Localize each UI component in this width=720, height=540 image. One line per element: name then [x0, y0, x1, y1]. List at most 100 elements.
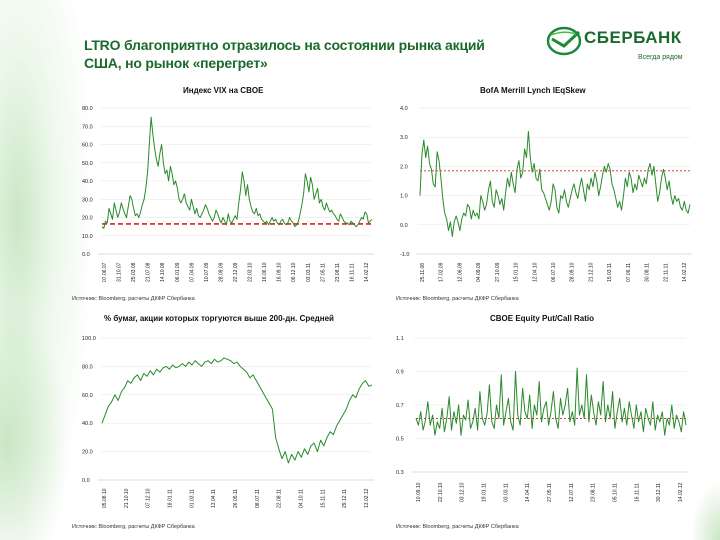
x-tick-label: 03.12.10 — [460, 482, 466, 502]
chart-vix-plot: 0.0 10.0 20.0 30.0 40.0 50.0 60.0 70.0 80.0 07.06… — [82, 106, 374, 282]
x-tick-label: 07.06.07 — [102, 262, 108, 282]
y-tick-label: 60.0 — [82, 393, 93, 399]
x-tick-label: 15.03.11 — [607, 263, 613, 282]
x-tick-label: 17.02.09 — [439, 262, 445, 282]
series-line — [101, 357, 373, 464]
x-tick-label: 28.09.10 — [570, 262, 576, 282]
x-tick-label: 16.11.11 — [634, 483, 640, 502]
x-tick-label: 06.01.09 — [175, 262, 181, 282]
x-tick-label: 16.09.10 — [277, 262, 283, 282]
y-tick-label: 0.7 — [396, 403, 404, 409]
logo-slogan: Всегда рядом — [638, 54, 683, 61]
background-glow-lower — [0, 300, 70, 540]
x-tick-label: 12.06.09 — [457, 262, 463, 282]
series-line — [419, 130, 691, 237]
x-tick-label: 29.12.11 — [342, 489, 348, 508]
x-tick-label: 07.12.10 — [146, 488, 152, 508]
slide-title: LTRO благоприятно отразилось на состояни… — [84, 37, 485, 71]
chart-ieqskew: BofA Merrill Lynch IEqSkew -1.0 0.0 1.0 2.0… — [396, 84, 698, 306]
x-tick-label: 15.01.10 — [514, 262, 520, 282]
x-tick-label: 27.05.11 — [547, 483, 553, 502]
series-line — [101, 116, 373, 229]
y-tick-label: 30.0 — [82, 197, 93, 203]
chart-source: Источник: Bloomberg, расчеты ДКФР Сберба… — [396, 296, 519, 302]
y-tick-label: 80.0 — [82, 364, 93, 370]
x-tick-label: 30.08.11 — [645, 263, 651, 282]
y-tick-label: 0.0 — [400, 223, 408, 229]
x-tick-label: 18.01.11 — [168, 489, 174, 508]
x-tick-label: 10.09.10 — [416, 482, 422, 502]
x-tick-label: 07.04.09 — [189, 262, 195, 282]
x-tick-label: 01.03.11 — [189, 489, 195, 508]
x-tick-label: 14.02.12 — [678, 482, 684, 502]
y-tick-label: 10.0 — [82, 234, 93, 240]
x-tick-label: 14.02.12 — [364, 262, 370, 282]
x-tick-label: 27.05.11 — [320, 263, 326, 282]
x-tick-label: 23.08.11 — [591, 483, 597, 502]
x-tick-label: 22.12.09 — [233, 262, 239, 282]
x-tick-label: 12.07.11 — [569, 483, 575, 502]
series-line — [415, 367, 687, 436]
y-tick-label: 0.9 — [396, 370, 404, 376]
y-tick-label: 60.0 — [82, 143, 93, 149]
x-tick-label: 07.06.11 — [626, 263, 632, 282]
y-tick-label: 0.0 — [82, 478, 90, 484]
x-tick-label: 25.11.08 — [420, 263, 426, 282]
logo-wordmark: СБЕРБАНК — [584, 28, 682, 47]
chart-vix: Индекс VIX на CBOE 0.0 10.0 20.0 30.0 40.0 50… — [72, 84, 378, 306]
chart-title: BofA Merrill Lynch IEqSkew — [480, 86, 586, 95]
x-tick-label: 31.10.07 — [117, 262, 123, 282]
x-tick-label: 22.10.10 — [438, 482, 444, 502]
y-tick-label: 0.3 — [396, 470, 404, 476]
chart-source: Источник: Bloomberg, расчеты ДКФР Сберба… — [72, 524, 195, 530]
y-tick-label: 1.0 — [400, 194, 408, 200]
x-tick-label: 19.01.11 — [482, 483, 488, 502]
x-tick-label: 14.10.08 — [160, 262, 166, 282]
x-tick-label: 13.04.11 — [211, 489, 217, 508]
x-tick-label: 04.09.09 — [476, 262, 482, 282]
x-tick-label: 26.05.11 — [233, 489, 239, 508]
x-tick-label: 22.03.10 — [248, 262, 254, 282]
y-tick-label: 2.0 — [400, 164, 408, 170]
x-tick-label: 22.08.11 — [277, 489, 283, 508]
x-tick-label: 30.12.11 — [656, 483, 662, 502]
x-tick-label: 06.07.10 — [551, 262, 557, 282]
y-tick-label: 40.0 — [82, 421, 93, 427]
sberbank-logo-icon — [546, 26, 582, 56]
x-tick-label: 12.04.10 — [532, 262, 538, 282]
background-corner — [690, 480, 720, 540]
y-tick-label: 20.0 — [82, 450, 93, 456]
chart-title: CBOE Equity Put/Call Ratio — [490, 314, 595, 323]
x-tick-label: 28.09.09 — [218, 262, 224, 282]
y-tick-label: 3.0 — [400, 135, 408, 141]
chart-ieqskew-plot: -1.0 0.0 1.0 2.0 3.0 4.0 25.11.08 17.02.09 12.06… — [400, 106, 692, 282]
x-tick-label: 14.04.11 — [525, 483, 531, 502]
y-tick-label: 80.0 — [82, 106, 93, 112]
x-tick-label: 21.10.10 — [124, 488, 130, 508]
x-tick-label: 08.07.11 — [255, 489, 261, 508]
x-tick-label: 06.12.10 — [291, 262, 297, 282]
y-tick-label: 50.0 — [82, 161, 93, 167]
y-tick-label: -1.0 — [400, 252, 409, 258]
x-tick-label: 14.02.12 — [682, 262, 688, 282]
chart-source: Источник: Bloomberg, расчеты ДКФР Сберба… — [72, 296, 195, 302]
x-tick-label: 21.12.10 — [588, 262, 594, 282]
x-tick-label: 27.10.09 — [495, 262, 501, 282]
chart-title: Индекс VIX на CBOE — [183, 86, 264, 95]
chart-pct-above-200dma: % бумаг, акции которых торгуются выше 20… — [72, 312, 378, 534]
y-tick-label: 20.0 — [82, 216, 93, 222]
chart-pct-above-200dma-plot: 0.0 20.0 40.0 60.0 80.0 100.0 05.08.10 21.10.10… — [82, 336, 374, 508]
y-tick-label: 0.0 — [82, 252, 90, 258]
x-tick-label: 04.10.11 — [299, 489, 305, 508]
chart-put-call-ratio-plot: 0.3 0.5 0.7 0.9 1.1 10.09.10 22.10.10 03.12.10 1… — [396, 336, 688, 502]
x-tick-label: 25.03.08 — [131, 262, 137, 282]
chart-put-call-ratio: CBOE Equity Put/Call Ratio 0.3 0.5 0.7 0.9 1… — [396, 312, 698, 534]
y-tick-label: 70.0 — [82, 124, 93, 130]
x-tick-label: 05.10.11 — [613, 483, 619, 502]
x-tick-label: 16.06.10 — [262, 262, 268, 282]
y-tick-label: 1.1 — [396, 336, 404, 342]
x-tick-label: 21.07.08 — [146, 262, 152, 282]
x-tick-label: 05.08.10 — [102, 488, 108, 508]
x-tick-label: 23.08.11 — [335, 263, 341, 282]
x-tick-label: 03.03.11 — [503, 483, 509, 502]
